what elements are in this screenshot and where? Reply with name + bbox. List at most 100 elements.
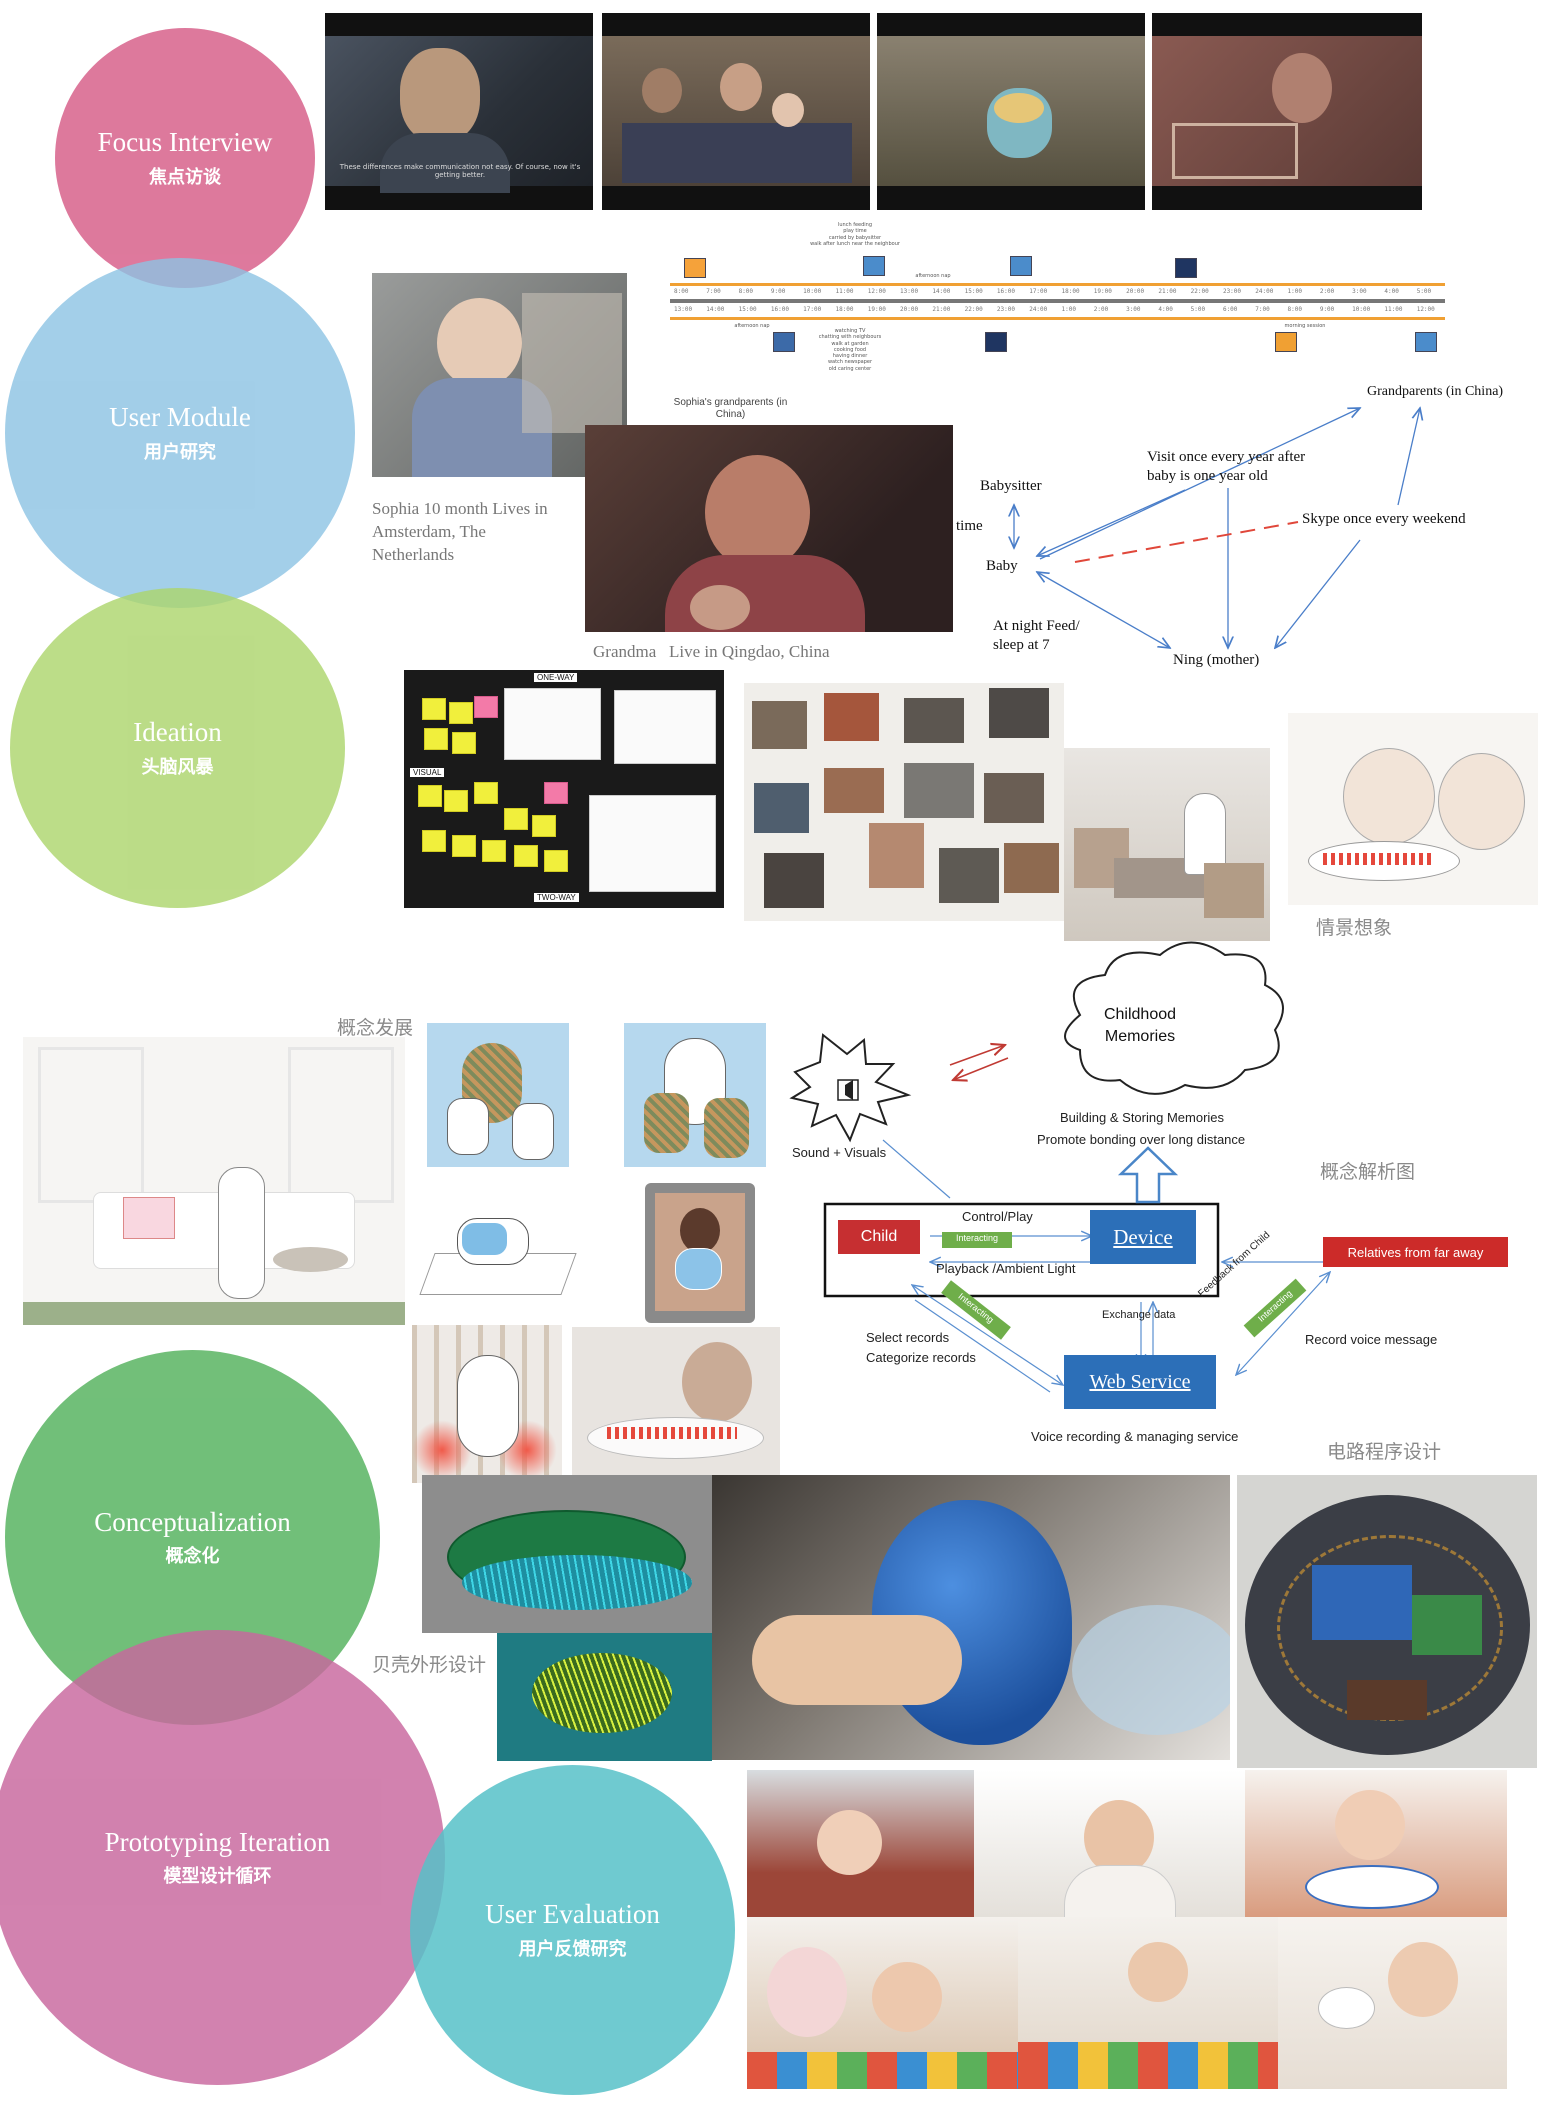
link-baby-grandparents xyxy=(1039,408,1360,560)
timeline-tick: 22:00 xyxy=(1190,288,1209,295)
timeline-tick: 13:00 xyxy=(674,306,693,313)
scenario-caption: 情景想象 xyxy=(1316,917,1393,939)
circuit-caption: 电路程序设计 xyxy=(1327,1441,1442,1463)
timeline-tick: 5:00 xyxy=(1190,306,1206,313)
timeline-tick: 17:00 xyxy=(803,306,822,313)
timeline-tick: 7:00 xyxy=(706,288,721,295)
timeline-tick: 16:00 xyxy=(770,306,789,313)
shell-cad-model-2 xyxy=(497,1633,712,1761)
web-service-box[interactable]: Web Service xyxy=(1064,1355,1216,1409)
interacting-badge-top xyxy=(942,1232,1012,1248)
stage-title: Focus Interview xyxy=(97,127,273,158)
stage-circle-prototyping: Prototyping Iteration 模型设计循环 xyxy=(0,1630,445,2085)
concept-elderly-device xyxy=(572,1327,780,1482)
timeline-tick: 21:00 xyxy=(932,306,951,313)
timeline-orange-line-top xyxy=(670,283,1445,286)
timeline-tick: 10:00 xyxy=(803,288,822,295)
stage-subtitle: 用户反馈研究 xyxy=(518,1938,627,1960)
stage-circle-focus-interview: Focus Interview 焦点访谈 xyxy=(55,28,315,288)
concept-tablet-video-call xyxy=(645,1183,755,1323)
child-web-arrow xyxy=(912,1285,1063,1385)
timeline-icon-night xyxy=(1175,258,1197,278)
timeline-tick: 24:00 xyxy=(1255,288,1274,295)
device-label: Device xyxy=(1113,1224,1173,1249)
timeline-note-lunch: lunch feeding play time carried by babysit… xyxy=(810,222,900,247)
timeline-tick: 18:00 xyxy=(835,306,854,313)
ideation-whiteboard: ONE-WAY VISUAL TWO-WAY xyxy=(404,670,724,908)
timeline-note-nap: afternoon nap xyxy=(734,323,770,329)
timeline-note-nap: afternoon nap xyxy=(915,273,951,279)
label-select: Select records xyxy=(866,1330,950,1345)
timeline-bottom-ticks: 13:00 14:00 15:00 16:00 17:00 18:00 19:00 20:00… xyxy=(670,306,1445,316)
sound-arrow-right xyxy=(949,1045,1005,1066)
timeline-tick: 2:00 xyxy=(1319,288,1335,295)
timeline-orange-line-bottom xyxy=(670,317,1445,320)
timeline-tick: 19:00 xyxy=(1093,288,1112,295)
photo-grandma xyxy=(585,425,953,632)
eval-photo-2 xyxy=(974,1770,1245,1917)
node-babysitter: Babysitter xyxy=(980,478,1042,494)
relatives-web-arrow xyxy=(1236,1272,1330,1375)
node-grandparents: Grandparents (in China) xyxy=(1367,384,1504,399)
analysis-caption: 概念解析图 xyxy=(1320,1161,1416,1183)
timeline-tick: 15:00 xyxy=(964,288,983,295)
concept-sketch-hand-device xyxy=(417,1198,577,1303)
node-baby: Baby xyxy=(986,558,1018,574)
child-box[interactable]: Child xyxy=(838,1220,920,1254)
link-skype-mother xyxy=(1275,539,1361,648)
timeline-tick: 9:00 xyxy=(770,288,786,295)
label-visit: Visit once every year after baby is one … xyxy=(1147,449,1306,484)
label-time: time xyxy=(956,518,983,534)
interacting-badge-right xyxy=(1243,1278,1307,1338)
stage-title: User Module xyxy=(109,402,251,433)
eval-photo-4 xyxy=(747,1917,1018,2089)
ideation-photo-collage xyxy=(744,683,1064,921)
concept-living-room xyxy=(23,1037,405,1325)
timeline-tick: 1:00 xyxy=(1287,288,1302,295)
timeline-icon-night-2 xyxy=(985,332,1007,352)
timeline-tick: 12:00 xyxy=(1416,306,1435,313)
stage-subtitle: 头脑风暴 xyxy=(141,756,214,778)
stage-subtitle: 用户研究 xyxy=(144,441,216,463)
timeline-tick: 2:00 xyxy=(1093,306,1109,313)
label-building: Building & Storing Memories xyxy=(1060,1110,1225,1125)
link-baby-skype-dashed xyxy=(1074,521,1299,563)
timeline-tick: 6:00 xyxy=(1222,306,1238,313)
timeline-icon-day xyxy=(863,256,885,276)
timeline-tick: 10:00 xyxy=(1352,306,1371,313)
stage-title: Prototyping Iteration xyxy=(104,1826,331,1857)
node-mother: Ning (mother) xyxy=(1173,652,1260,668)
timeline-tick: 16:00 xyxy=(996,288,1015,295)
grandparents-photo-label: Sophia's grandparents (in China) xyxy=(673,397,788,420)
timeline-tick: 4:00 xyxy=(1384,288,1399,295)
daily-timeline: lunch feeding play time carried by babysit… xyxy=(665,220,1445,375)
eval-photo-1 xyxy=(747,1770,974,1917)
relatives-box[interactable]: Relatives from far away xyxy=(1323,1237,1508,1267)
prototype-circuit-board xyxy=(1237,1475,1537,1768)
timeline-tick: 19:00 xyxy=(867,306,886,313)
web-service-label: Web Service xyxy=(1089,1370,1191,1393)
concept-crib-light xyxy=(412,1325,562,1483)
timeline-gray-bar xyxy=(670,299,1445,303)
shell-caption: 贝壳外形设计 xyxy=(372,1654,487,1676)
label-voice-service: Voice recording & managing service xyxy=(1031,1429,1239,1444)
timeline-icon-moon-2 xyxy=(1415,332,1437,352)
photo-sophia-baby xyxy=(372,273,627,477)
timeline-tick: 13:00 xyxy=(900,288,919,295)
interacting-badge-left xyxy=(941,1280,1011,1340)
stage-subtitle: 概念化 xyxy=(165,1546,220,1568)
label-categorize: Categorize records xyxy=(866,1350,976,1365)
eval-photo-3 xyxy=(1245,1770,1507,1917)
hollow-up-arrow xyxy=(1117,1146,1179,1204)
timeline-tick: 8:00 xyxy=(1287,306,1302,313)
scenario-babies-device xyxy=(1288,713,1538,905)
timeline-tick: 21:00 xyxy=(1158,288,1177,295)
link-grandparents-skype xyxy=(1397,408,1420,506)
timeline-tick: 4:00 xyxy=(1158,306,1173,313)
timeline-tick: 23:00 xyxy=(996,306,1015,313)
device-box[interactable]: Device xyxy=(1090,1210,1196,1264)
timeline-tick: 14:00 xyxy=(706,306,725,313)
child-label: Child xyxy=(860,1228,898,1245)
link-baby-mother xyxy=(1037,572,1170,648)
